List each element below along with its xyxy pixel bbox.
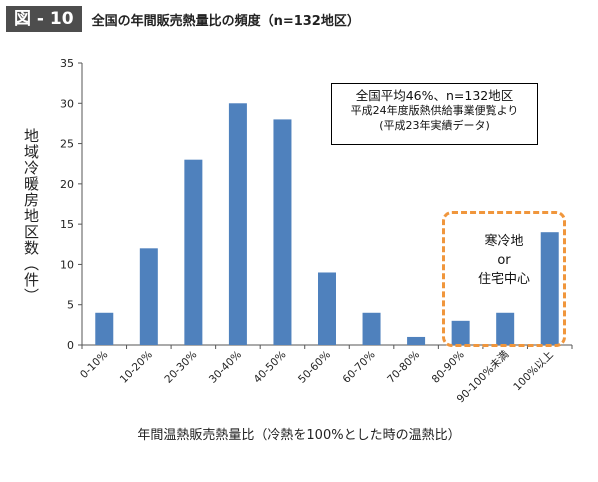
bar xyxy=(540,232,559,345)
bars xyxy=(95,103,559,346)
x-tick-label: 30-40% xyxy=(207,349,244,386)
x-tick-label: 100%以上 xyxy=(511,349,556,394)
bar xyxy=(184,159,203,345)
bar xyxy=(318,272,336,345)
x-tick-label: 60-70% xyxy=(341,349,378,386)
bar xyxy=(407,336,426,345)
figure-header: 図 - 10 全国の年間販売熱量比の頻度（n=132地区） xyxy=(6,6,360,32)
y-tick-label: 35 xyxy=(60,57,74,70)
x-tick-label: 50-60% xyxy=(296,349,333,386)
x-tick-label: 10-20% xyxy=(118,349,155,386)
note-box: 全国平均46%、n=132地区 平成24年度版熱供給事業便覧より (平成23年実… xyxy=(331,83,538,145)
y-tick-label: 5 xyxy=(67,299,74,312)
note-line-1: 全国平均46%、n=132地区 xyxy=(355,88,514,103)
bar xyxy=(451,320,470,345)
highlight-line-1: 寒冷地 xyxy=(484,234,524,249)
bar xyxy=(139,248,158,345)
highlight-line-3: 住宅中心 xyxy=(477,272,530,287)
bar xyxy=(362,312,381,345)
x-tick-label: 40-50% xyxy=(251,349,288,386)
note-line-2: 平成24年度版熱供給事業便覧より xyxy=(350,104,519,117)
y-tick-label: 15 xyxy=(60,218,74,231)
y-axis-ticks: 0 5 10 15 20 25 30 35 xyxy=(60,57,82,352)
bar xyxy=(228,103,247,346)
x-tick-label: 20-30% xyxy=(162,349,199,386)
bar xyxy=(95,312,114,345)
y-tick-label: 10 xyxy=(60,258,74,271)
figure-title: 全国の年間販売熱量比の頻度（n=132地区） xyxy=(91,13,360,29)
x-axis-ticks: 0-10% 10-20% 20-30% 30-40% 40-50% 50-60% 60-70… xyxy=(78,345,573,405)
x-tick-label: 70-80% xyxy=(385,349,422,386)
y-tick-label: 0 xyxy=(67,339,74,352)
y-tick-label: 30 xyxy=(60,97,74,110)
note-line-3: (平成23年実績データ) xyxy=(379,119,490,132)
x-axis-label: 年間温熱販売熱量比（冷熱を100%とした時の温熱比） xyxy=(137,428,461,443)
figure-label: 図 - 10 xyxy=(6,6,82,32)
y-axis-label: 地域冷暖房地区数（件） xyxy=(22,128,40,304)
x-tick-label: 0-10% xyxy=(78,349,110,381)
highlight-line-2: or xyxy=(497,253,511,268)
highlight-box xyxy=(442,211,566,347)
bar xyxy=(273,119,292,346)
y-tick-label: 25 xyxy=(60,138,74,151)
y-tick-label: 20 xyxy=(60,178,74,191)
x-tick-label: 80-90% xyxy=(430,349,467,386)
highlight-text: 寒冷地 or 住宅中心 xyxy=(442,232,566,289)
bar xyxy=(496,312,515,345)
